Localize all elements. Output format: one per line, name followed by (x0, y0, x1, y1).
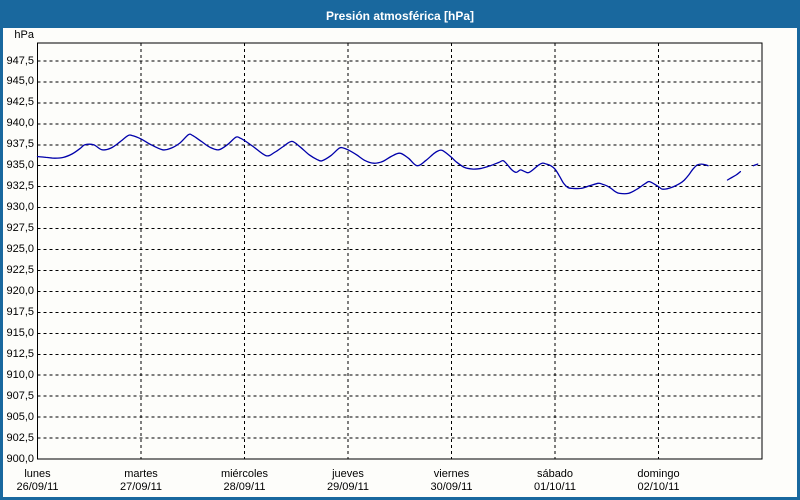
x-weekday-label: sábado (536, 468, 574, 480)
x-date-label: 02/10/11 (637, 481, 680, 493)
y-tick-label: 917,5 (6, 305, 34, 318)
y-tick-label: 922,5 (6, 263, 34, 276)
x-date-label: 26/09/11 (16, 481, 59, 493)
pressure-chart (36, 42, 763, 460)
x-date-label: 01/10/11 (533, 481, 576, 493)
y-tick-label: 947,5 (6, 54, 34, 67)
y-tick-label: 945,0 (6, 75, 34, 88)
x-weekday-label: domingo (637, 468, 680, 480)
y-tick-label: 935,0 (6, 159, 34, 172)
pressure-line (36, 133, 759, 195)
plot-frame (36, 42, 763, 460)
x-weekday-label: viernes (433, 468, 470, 480)
y-tick-label: 942,5 (6, 96, 34, 109)
y-tick-label: 940,0 (6, 117, 34, 130)
y-tick-label: 932,5 (6, 180, 34, 193)
y-tick-label: 927,5 (6, 222, 34, 235)
y-tick-label: 900,0 (6, 452, 34, 465)
x-date-label: 30/09/11 (430, 481, 473, 493)
y-tick-label: 907,5 (6, 389, 34, 402)
x-date-label: 29/09/11 (326, 481, 369, 493)
y-tick-label: 920,0 (6, 284, 34, 297)
x-weekday-label: lunes (24, 468, 51, 480)
x-weekday-label: miércoles (220, 468, 269, 480)
y-tick-label: 930,0 (6, 201, 34, 214)
chart-title: Presión atmosférica [hPa] (325, 8, 475, 23)
y-tick-label: 910,0 (6, 368, 34, 381)
x-date-label: 27/09/11 (119, 481, 162, 493)
x-date-label: 28/09/11 (223, 481, 266, 493)
y-tick-label: 912,5 (6, 347, 34, 360)
y-tick-label: 915,0 (6, 326, 34, 339)
chart-content: hPa 947,5 945,0 942,5 940,0 937,5 935,0 932,5 93… (3, 28, 797, 497)
x-weekday-label: martes (124, 468, 158, 480)
title-bar: Presión atmosférica [hPa] (3, 3, 797, 28)
y-axis-unit-label: hPa (14, 29, 34, 41)
y-tick-label: 905,0 (6, 410, 34, 423)
y-tick-label: 937,5 (6, 138, 34, 151)
y-tick-label: 925,0 (6, 243, 34, 256)
x-weekday-label: jueves (332, 468, 364, 480)
y-tick-label: 902,5 (6, 431, 34, 444)
